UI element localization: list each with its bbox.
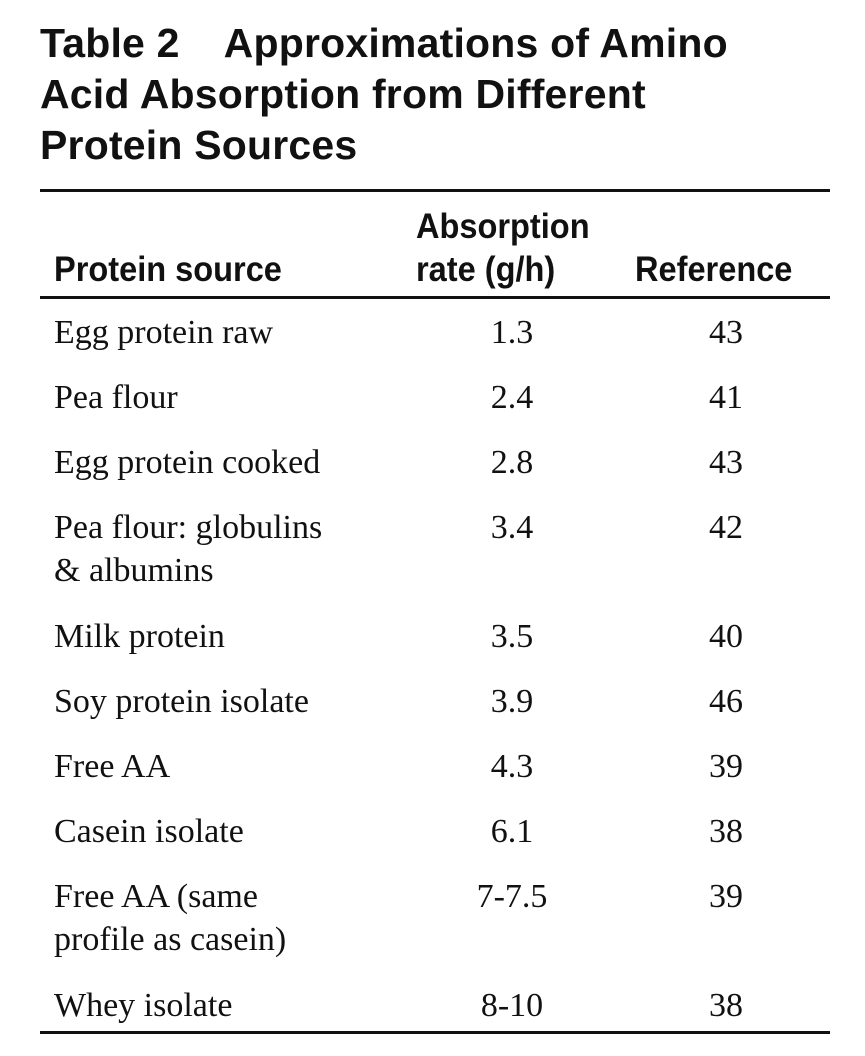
cell-protein-source-line: Casein isolate bbox=[54, 813, 244, 850]
cell-protein-source-line: Milk protein bbox=[54, 618, 225, 655]
cell-protein-source-line: Pea flour bbox=[54, 379, 178, 416]
cell-absorption-rate: 1.3 bbox=[490, 314, 534, 351]
cell-absorption-rate: 2.8 bbox=[490, 444, 534, 481]
cell-absorption-rate: 7-7.5 bbox=[476, 878, 548, 915]
table-label: Table 2 bbox=[40, 20, 180, 66]
cell-absorption-rate: 3.5 bbox=[490, 618, 534, 655]
cell-protein-source-line: Pea flour: globulins bbox=[54, 509, 323, 546]
table-row: Milk protein 3.5 40 bbox=[0, 609, 865, 674]
cell-protein-source: Egg protein raw bbox=[54, 311, 384, 354]
header-reference: Reference bbox=[635, 250, 793, 289]
cell-reference: 46 bbox=[709, 683, 743, 720]
header-absorption-rate-line-2: rate (g/h) bbox=[416, 250, 556, 289]
cell-absorption-rate: 4.3 bbox=[490, 748, 534, 785]
cell-reference: 43 bbox=[709, 314, 743, 351]
cell-protein-source: Milk protein bbox=[54, 615, 384, 658]
table-row: Casein isolate 6.1 38 bbox=[0, 804, 865, 869]
header-protein-source: Protein source bbox=[54, 250, 282, 289]
cell-protein-source-line: & albumins bbox=[54, 552, 214, 589]
cell-absorption-rate: 2.4 bbox=[490, 379, 534, 416]
table-title-line-3: Protein Sources bbox=[40, 122, 358, 168]
cell-reference: 41 bbox=[709, 379, 743, 416]
cell-protein-source: Free AA (same profile as casein) bbox=[54, 875, 384, 961]
cell-protein-source-line: Whey isolate bbox=[54, 987, 233, 1024]
cell-reference: 39 bbox=[709, 878, 743, 915]
cell-protein-source: Whey isolate bbox=[54, 984, 384, 1027]
cell-protein-source-line: Egg protein cooked bbox=[54, 444, 321, 481]
cell-protein-source: Soy protein isolate bbox=[54, 680, 384, 723]
cell-reference: 42 bbox=[709, 509, 743, 546]
cell-reference: 38 bbox=[709, 987, 743, 1024]
cell-reference: 38 bbox=[709, 813, 743, 850]
cell-reference: 40 bbox=[709, 618, 743, 655]
cell-protein-source-line: Egg protein raw bbox=[54, 314, 274, 351]
table-row: Free AA (same profile as casein) 7-7.5 39 bbox=[0, 869, 865, 978]
header-absorption-rate-line-1: Absorption bbox=[416, 207, 590, 246]
table-row: Free AA 4.3 39 bbox=[0, 739, 865, 804]
cell-protein-source: Pea flour: globulins & albumins bbox=[54, 506, 384, 592]
header-absorption-rate: Absorption rate (g/h) bbox=[416, 205, 590, 291]
table-row: Soy protein isolate 3.9 46 bbox=[0, 674, 865, 739]
table-row: Pea flour 2.4 41 bbox=[0, 370, 865, 435]
cell-absorption-rate: 3.4 bbox=[490, 509, 534, 546]
table-title-line-2: Acid Absorption from Different bbox=[40, 71, 646, 117]
cell-reference: 43 bbox=[709, 444, 743, 481]
cell-reference: 39 bbox=[709, 748, 743, 785]
header-rule bbox=[40, 296, 830, 299]
table-row: Whey isolate 8-10 38 bbox=[0, 978, 865, 1043]
table-row: Egg protein cooked 2.8 43 bbox=[0, 435, 865, 500]
cell-absorption-rate: 6.1 bbox=[490, 813, 534, 850]
cell-protein-source: Casein isolate bbox=[54, 810, 384, 853]
bottom-rule bbox=[40, 1031, 830, 1034]
table-row: Egg protein raw 1.3 43 bbox=[0, 305, 865, 370]
table-title-line-1: Approximations of Amino bbox=[223, 20, 728, 66]
cell-protein-source: Pea flour bbox=[54, 376, 384, 419]
table-row: Pea flour: globulins & albumins 3.4 42 bbox=[0, 500, 865, 609]
table-body: Egg protein raw 1.3 43 Pea flour 2.4 41 Egg pr… bbox=[0, 305, 865, 1043]
cell-protein-source: Free AA bbox=[54, 745, 384, 788]
cell-protein-source-line: Soy protein isolate bbox=[54, 683, 309, 720]
cell-absorption-rate: 8-10 bbox=[480, 987, 544, 1024]
cell-protein-source-line: Free AA (same bbox=[54, 878, 258, 915]
cell-protein-source-line: profile as casein) bbox=[54, 921, 287, 958]
top-rule bbox=[40, 189, 830, 192]
cell-protein-source-line: Free AA bbox=[54, 748, 171, 785]
cell-absorption-rate: 3.9 bbox=[490, 683, 534, 720]
table-title: Table 2 Approximations of Amino Acid Abso… bbox=[40, 18, 830, 171]
cell-protein-source: Egg protein cooked bbox=[54, 441, 384, 484]
